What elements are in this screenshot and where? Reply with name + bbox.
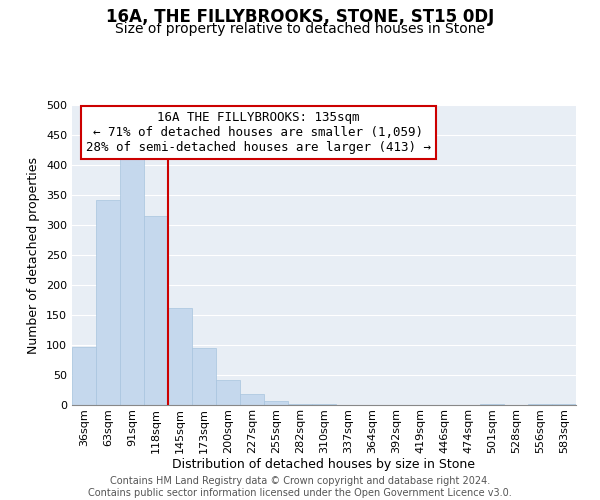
Bar — [168, 308, 192, 405]
X-axis label: Distribution of detached houses by size in Stone: Distribution of detached houses by size … — [173, 458, 476, 471]
Bar — [528, 404, 552, 405]
Bar — [264, 401, 288, 405]
Y-axis label: Number of detached properties: Number of detached properties — [28, 156, 40, 354]
Bar — [552, 404, 576, 405]
Bar — [120, 157, 144, 405]
Bar — [240, 394, 264, 405]
Bar — [96, 200, 120, 405]
Text: 16A THE FILLYBROOKS: 135sqm
← 71% of detached houses are smaller (1,059)
28% of : 16A THE FILLYBROOKS: 135sqm ← 71% of det… — [86, 111, 431, 154]
Text: Size of property relative to detached houses in Stone: Size of property relative to detached ho… — [115, 22, 485, 36]
Text: 16A, THE FILLYBROOKS, STONE, ST15 0DJ: 16A, THE FILLYBROOKS, STONE, ST15 0DJ — [106, 8, 494, 26]
Bar — [216, 380, 240, 405]
Bar — [144, 216, 168, 405]
Bar — [72, 347, 96, 405]
Bar — [192, 348, 216, 405]
Text: Contains HM Land Registry data © Crown copyright and database right 2024.
Contai: Contains HM Land Registry data © Crown c… — [88, 476, 512, 498]
Bar — [480, 404, 504, 405]
Bar — [312, 404, 336, 405]
Bar — [288, 404, 312, 405]
